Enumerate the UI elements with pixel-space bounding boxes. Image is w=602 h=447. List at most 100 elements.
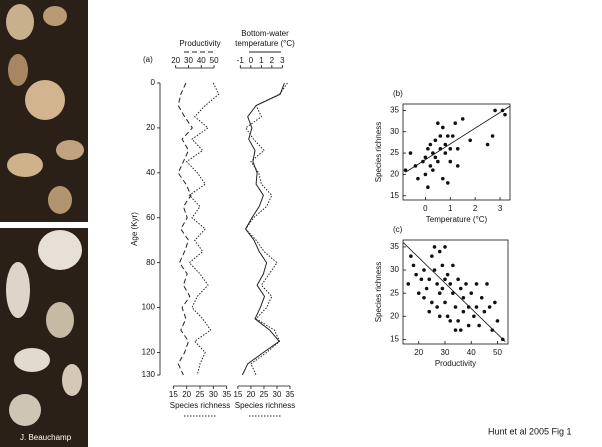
point (441, 125, 445, 130)
point (493, 108, 497, 113)
point (438, 147, 443, 151)
x-tick-label: 20 (171, 56, 180, 65)
point (485, 282, 489, 286)
point (426, 147, 430, 151)
y-axis-label: Age (Kyr) (130, 212, 139, 246)
x-tick-label: 50 (493, 348, 502, 357)
y-tick-label: 80 (146, 258, 155, 267)
point (440, 286, 445, 291)
x-tick-label: 30 (273, 390, 282, 399)
point (436, 121, 440, 125)
y-tick-label: 25 (390, 288, 399, 297)
x-tick-label: 3 (498, 204, 503, 213)
point (432, 268, 437, 272)
point (430, 300, 434, 305)
series-name: temperature (°C) (235, 39, 295, 48)
point (453, 121, 458, 125)
point (461, 295, 466, 300)
point (419, 277, 424, 282)
x-tick-label: 15 (233, 390, 242, 399)
point (443, 142, 448, 147)
y-tick-label: 0 (151, 78, 156, 87)
point (443, 151, 448, 155)
x-tick-label: 3 (280, 56, 285, 65)
point (479, 295, 484, 300)
x-axis-label: Productivity (435, 359, 476, 368)
point (458, 286, 463, 291)
point (435, 282, 439, 286)
series-name: Productivity (179, 39, 220, 48)
y-tick-label: 20 (146, 123, 155, 132)
point (490, 134, 495, 138)
plot-frame (402, 103, 511, 201)
x-tick-label: 25 (196, 390, 205, 399)
point (445, 314, 450, 319)
point (487, 305, 492, 309)
point (408, 151, 413, 155)
y-tick-label: 35 (390, 242, 399, 251)
point (414, 272, 418, 277)
y-tick-label: 40 (146, 168, 155, 177)
x-tick-label: 0 (249, 56, 254, 65)
x-tick-label: 15 (169, 390, 178, 399)
point (438, 134, 443, 138)
point (406, 282, 411, 286)
point (448, 282, 453, 286)
x-tick-label: 2 (270, 56, 275, 65)
point (422, 295, 426, 300)
point (413, 164, 418, 168)
point (500, 108, 505, 113)
point (474, 282, 479, 286)
x-tick-label: 30 (184, 56, 193, 65)
point (423, 155, 428, 160)
y-tick-label: 20 (390, 170, 399, 179)
point (411, 263, 416, 268)
point (428, 164, 433, 168)
point (461, 309, 466, 314)
photo-credit: J. Beauchamp (20, 433, 72, 442)
plot-frame (402, 239, 509, 345)
point (464, 282, 468, 286)
x-axis-label: Temperature (°C) (426, 215, 488, 224)
panel-label: (a) (143, 55, 153, 64)
x-tick-label: 35 (286, 390, 295, 399)
y-tick-label: 100 (142, 303, 156, 312)
point (451, 263, 455, 268)
point (443, 245, 447, 249)
point (403, 168, 408, 172)
point (437, 314, 442, 319)
point (443, 300, 447, 305)
point (482, 309, 487, 314)
point (423, 172, 428, 177)
x-tick-label: 0 (423, 204, 428, 213)
point (443, 277, 447, 282)
point (448, 159, 453, 164)
point (409, 254, 413, 258)
point (428, 142, 433, 147)
x-tick-label: 1 (259, 56, 264, 65)
point (427, 309, 432, 314)
point (422, 268, 426, 272)
point (437, 291, 442, 295)
series-name: Species richness (170, 401, 230, 410)
point (448, 147, 453, 151)
point (451, 291, 455, 295)
x-tick-label: 20 (414, 348, 423, 357)
point (427, 277, 432, 282)
y-tick-label: 60 (146, 213, 155, 222)
point (495, 319, 500, 323)
point (416, 176, 420, 181)
point (474, 305, 479, 309)
point (455, 164, 460, 168)
point (450, 134, 455, 138)
point (469, 291, 474, 295)
point (437, 249, 442, 254)
point (455, 147, 460, 151)
point (468, 138, 472, 143)
point (416, 291, 421, 295)
panel-label: (b) (393, 89, 403, 98)
x-tick-label: 20 (246, 390, 255, 399)
y-tick-label: 35 (390, 106, 399, 115)
